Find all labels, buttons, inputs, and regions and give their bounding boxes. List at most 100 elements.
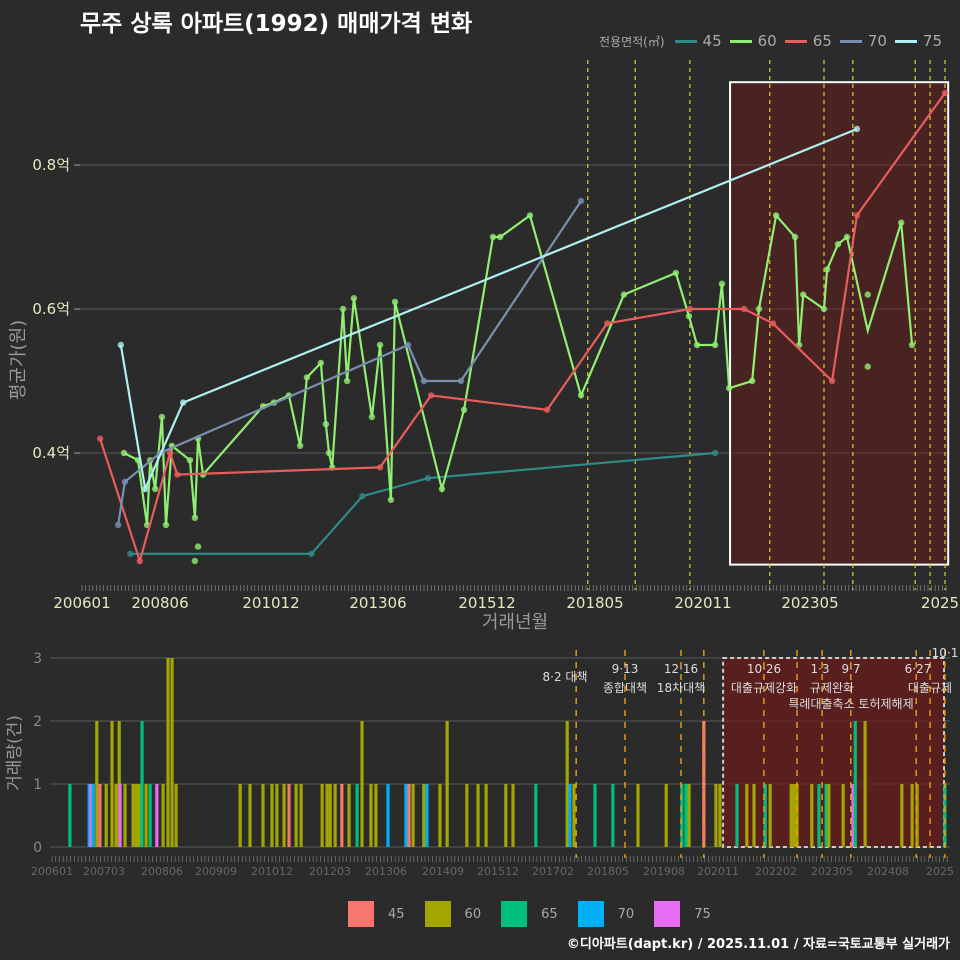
data-point-60 <box>489 233 497 241</box>
bar-60 <box>572 784 576 847</box>
data-point-60 <box>120 449 128 457</box>
bar-45 <box>407 784 411 847</box>
data-point-65 <box>543 406 551 413</box>
x-tick-label: 201306 <box>349 594 406 612</box>
bar-60 <box>131 784 135 847</box>
data-point-60 <box>843 233 851 241</box>
data-point-60 <box>725 385 733 392</box>
legend-item-60: 60 <box>424 901 481 927</box>
bar-60 <box>714 784 718 847</box>
annotation-label: 18차대책 <box>656 681 706 695</box>
bar-60 <box>636 784 640 847</box>
annotation-date: 9·7 <box>841 662 861 676</box>
bar-60 <box>789 784 793 847</box>
bar-75 <box>155 784 159 847</box>
x-tick-label: 201702 <box>532 865 574 878</box>
data-point-65 <box>828 377 836 385</box>
annotation-label: 특례대출축소 토허제해제 <box>788 697 914 711</box>
data-point-45 <box>424 475 432 482</box>
legend-item-70: 70 <box>577 901 634 927</box>
bar-65 <box>140 721 144 847</box>
x-tick-label: 202011 <box>674 594 731 612</box>
data-point-60 <box>672 269 680 277</box>
legend-label: 60 <box>757 32 777 50</box>
data-point-60 <box>864 363 871 370</box>
data-point-70 <box>420 377 428 385</box>
data-point-65 <box>769 320 777 327</box>
data-point-75 <box>853 125 861 133</box>
x-tick-label: 201012 <box>242 594 299 612</box>
series-line-45 <box>130 451 716 555</box>
bar-65 <box>817 784 821 847</box>
bar-60 <box>910 784 914 847</box>
bar-60 <box>465 784 469 847</box>
legend-swatch <box>894 39 917 43</box>
data-point-60 <box>496 233 504 241</box>
legend-swatch <box>674 39 697 43</box>
data-point-60 <box>186 457 194 464</box>
bar-65 <box>763 784 767 847</box>
bar-60 <box>374 784 378 847</box>
data-point-70 <box>404 341 412 349</box>
legend-swatch <box>839 39 862 43</box>
bar-70 <box>91 784 95 847</box>
annotation-date: 1·3 <box>810 662 830 676</box>
bar-60 <box>275 784 279 847</box>
legend-label: 75 <box>922 32 942 50</box>
annotation-label: 종합대책 <box>602 681 648 695</box>
bar-60 <box>114 784 118 847</box>
x-tick-label: 202305 <box>781 594 838 612</box>
data-point-60 <box>391 298 399 305</box>
data-point-60 <box>908 341 916 349</box>
bar-60 <box>411 784 415 847</box>
legend-label: 75 <box>694 906 711 922</box>
data-point-65 <box>166 449 174 457</box>
y-axis-title: 평균가(원) <box>8 320 29 400</box>
footer-credit: ©디아파트(dapt.kr) / 2025.11.01 / 자료=국토교통부 실… <box>566 937 950 952</box>
bar-75 <box>851 784 855 847</box>
bar-60 <box>841 784 845 847</box>
data-point-60 <box>823 266 831 273</box>
bar-60 <box>299 784 303 847</box>
data-point-65 <box>96 435 104 442</box>
bar-65 <box>735 784 739 847</box>
x-tick-label: 201203 <box>309 865 351 878</box>
annotation-label: 규제완화 <box>809 681 855 695</box>
bar-60 <box>422 784 426 847</box>
data-point-60 <box>791 233 799 241</box>
y-tick-label: 0 <box>33 840 42 856</box>
data-point-60 <box>339 305 347 313</box>
y-tick-label: 0.8억 <box>32 156 70 174</box>
data-point-60 <box>322 421 330 428</box>
data-point-60 <box>296 442 304 449</box>
data-point-75 <box>117 341 125 349</box>
data-point-65 <box>686 305 694 313</box>
data-point-60 <box>387 496 395 503</box>
x-tick-label: 202202 <box>755 865 797 878</box>
chart-title: 무주 상록 아파트(1992) 매매가격 변화 <box>80 11 473 37</box>
data-point-60 <box>438 485 446 493</box>
legend-swatch <box>654 901 681 927</box>
x-tick-label: 200703 <box>83 865 125 878</box>
legend-label: 65 <box>812 32 832 50</box>
bar-60 <box>333 784 337 847</box>
series-line-60 <box>123 212 914 526</box>
bar-60 <box>795 784 799 847</box>
x-tick-label: 200601 <box>53 594 110 612</box>
legend-title: 전용면적(㎡) <box>599 34 665 49</box>
data-point-70 <box>457 377 465 385</box>
x-tick-label: 2025 <box>921 594 959 612</box>
bar-60 <box>104 784 108 847</box>
bar-60 <box>687 784 691 847</box>
legend-swatch <box>348 901 374 927</box>
bar-60 <box>270 784 274 847</box>
bar-65 <box>148 784 152 847</box>
legend-item-65: 65 <box>501 901 558 927</box>
data-point-65 <box>376 464 384 471</box>
data-point-60 <box>350 295 358 302</box>
y-axis-title: 거래량(건) <box>5 715 25 791</box>
x-tick-label: 201908 <box>643 865 685 878</box>
data-point-60 <box>376 341 384 349</box>
x-tick-label: 201805 <box>587 865 629 878</box>
x-tick-label: 200909 <box>195 865 237 878</box>
